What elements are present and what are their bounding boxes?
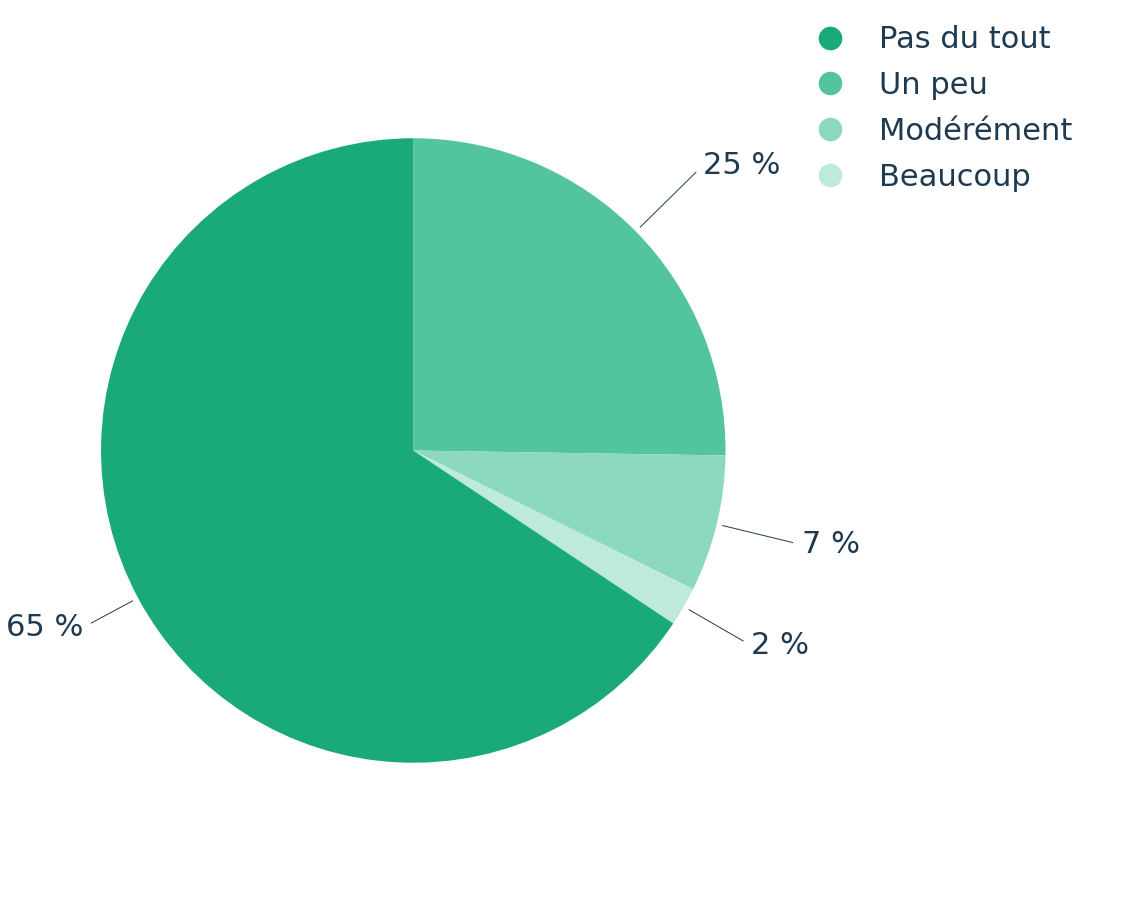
Text: 2 %: 2 % bbox=[751, 632, 809, 660]
Text: 25 %: 25 % bbox=[703, 151, 779, 180]
Text: 7 %: 7 % bbox=[801, 530, 860, 560]
Legend: Pas du tout, Un peu, Modérément, Beaucoup: Pas du tout, Un peu, Modérément, Beaucou… bbox=[788, 13, 1085, 204]
Wedge shape bbox=[413, 450, 693, 623]
Wedge shape bbox=[413, 450, 726, 589]
Wedge shape bbox=[413, 138, 726, 455]
Wedge shape bbox=[101, 138, 673, 763]
Text: 65 %: 65 % bbox=[6, 613, 83, 642]
